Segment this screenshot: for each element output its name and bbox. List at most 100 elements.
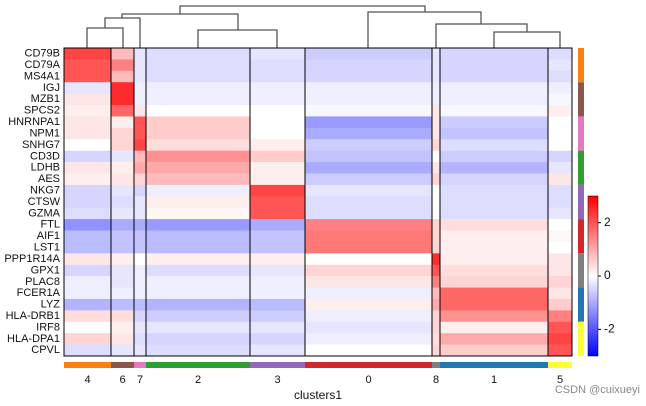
heat-cell <box>440 82 549 94</box>
heat-cell <box>250 219 306 231</box>
cluster-label: 0 <box>365 374 371 386</box>
heat-cell <box>440 105 549 117</box>
heat-cell <box>111 196 135 209</box>
heat-cell <box>146 241 251 254</box>
heat-cell <box>432 321 441 334</box>
heat-cell <box>111 70 135 83</box>
heat-cell <box>111 173 135 186</box>
heat-cell <box>111 276 135 288</box>
cluster-bar <box>134 362 146 368</box>
heat-cell <box>250 196 306 209</box>
heat-cell <box>548 105 573 117</box>
heat-cell <box>64 310 112 323</box>
heat-cell <box>548 184 573 197</box>
heat-cell <box>432 93 441 106</box>
heat-cell <box>64 48 112 60</box>
x-axis-label: clusters1 <box>294 388 342 402</box>
heat-cell <box>134 310 147 323</box>
heat-cell <box>548 173 573 186</box>
heat-cell <box>250 230 306 243</box>
heat-cell <box>440 59 549 72</box>
heat-cell <box>432 70 441 83</box>
heat-cell <box>250 287 306 300</box>
heat-cell <box>432 207 441 220</box>
heat-cell <box>64 344 112 357</box>
cluster-label: 8 <box>433 374 439 386</box>
heat-cell <box>250 298 306 311</box>
heat-cell <box>250 59 306 72</box>
heat-cell <box>134 264 147 277</box>
heat-cell <box>134 253 147 266</box>
gene-group-bar <box>578 48 584 83</box>
heat-cell <box>250 241 306 254</box>
heat-cell <box>305 70 433 83</box>
heat-cell <box>64 298 112 311</box>
heat-cell <box>111 264 135 277</box>
heat-cell <box>432 310 441 323</box>
heat-cell <box>146 127 251 140</box>
heat-cell <box>146 344 251 357</box>
heat-cell <box>305 173 433 186</box>
row-label: LDHB <box>31 162 60 174</box>
row-label: SNHG7 <box>22 139 60 151</box>
row-label: IRF8 <box>36 321 60 333</box>
cluster-bar <box>64 362 111 368</box>
heat-cell <box>305 162 433 174</box>
heat-cell <box>111 219 135 231</box>
heat-cell <box>111 241 135 254</box>
heat-cell <box>64 127 112 140</box>
heat-cell <box>111 127 135 140</box>
heat-cell <box>250 173 306 186</box>
heat-cell <box>548 82 573 94</box>
heat-cell <box>305 105 433 117</box>
heat-cell <box>146 287 251 300</box>
heat-cell <box>146 139 251 151</box>
heat-cell <box>305 230 433 243</box>
row-label: IGJ <box>43 82 60 94</box>
heat-cell <box>146 196 251 209</box>
heat-cell <box>64 70 112 83</box>
heat-cell <box>146 82 251 94</box>
row-label: MZB1 <box>31 93 60 105</box>
heat-cell <box>250 82 306 94</box>
heat-cell <box>64 276 112 288</box>
heat-cell <box>111 321 135 334</box>
heat-cell <box>305 127 433 140</box>
heat-cell <box>111 150 135 163</box>
heat-cell <box>432 48 441 60</box>
heat-cell <box>111 230 135 243</box>
heat-cell <box>548 276 573 288</box>
heat-cell <box>146 333 251 345</box>
heat-cell <box>64 287 112 300</box>
heat-cell <box>432 162 441 174</box>
heat-cell <box>111 253 135 266</box>
heat-cell <box>146 230 251 243</box>
heat-cell <box>134 105 147 117</box>
heat-cell <box>432 59 441 72</box>
heat-cell <box>250 321 306 334</box>
heat-cell <box>111 333 135 345</box>
heat-cell <box>250 105 306 117</box>
heat-cell <box>250 48 306 60</box>
cluster-label: 3 <box>274 374 280 386</box>
row-label: LST1 <box>34 242 60 254</box>
heat-cell <box>548 287 573 300</box>
heat-cell <box>134 139 147 151</box>
heat-cell <box>548 310 573 323</box>
heat-cell <box>548 116 573 129</box>
dendrogram <box>86 5 561 48</box>
heat-cell <box>432 230 441 243</box>
heat-cell <box>134 207 147 220</box>
heat-cell <box>134 184 147 197</box>
heat-cell <box>250 70 306 83</box>
heat-cell <box>134 162 147 174</box>
heat-cell <box>64 241 112 254</box>
heat-cell <box>548 59 573 72</box>
row-label: NKG7 <box>30 184 60 196</box>
heat-cell <box>134 127 147 140</box>
heat-cell <box>440 93 549 106</box>
heat-cell <box>305 310 433 323</box>
heat-cell <box>146 162 251 174</box>
heat-cell <box>146 48 251 60</box>
